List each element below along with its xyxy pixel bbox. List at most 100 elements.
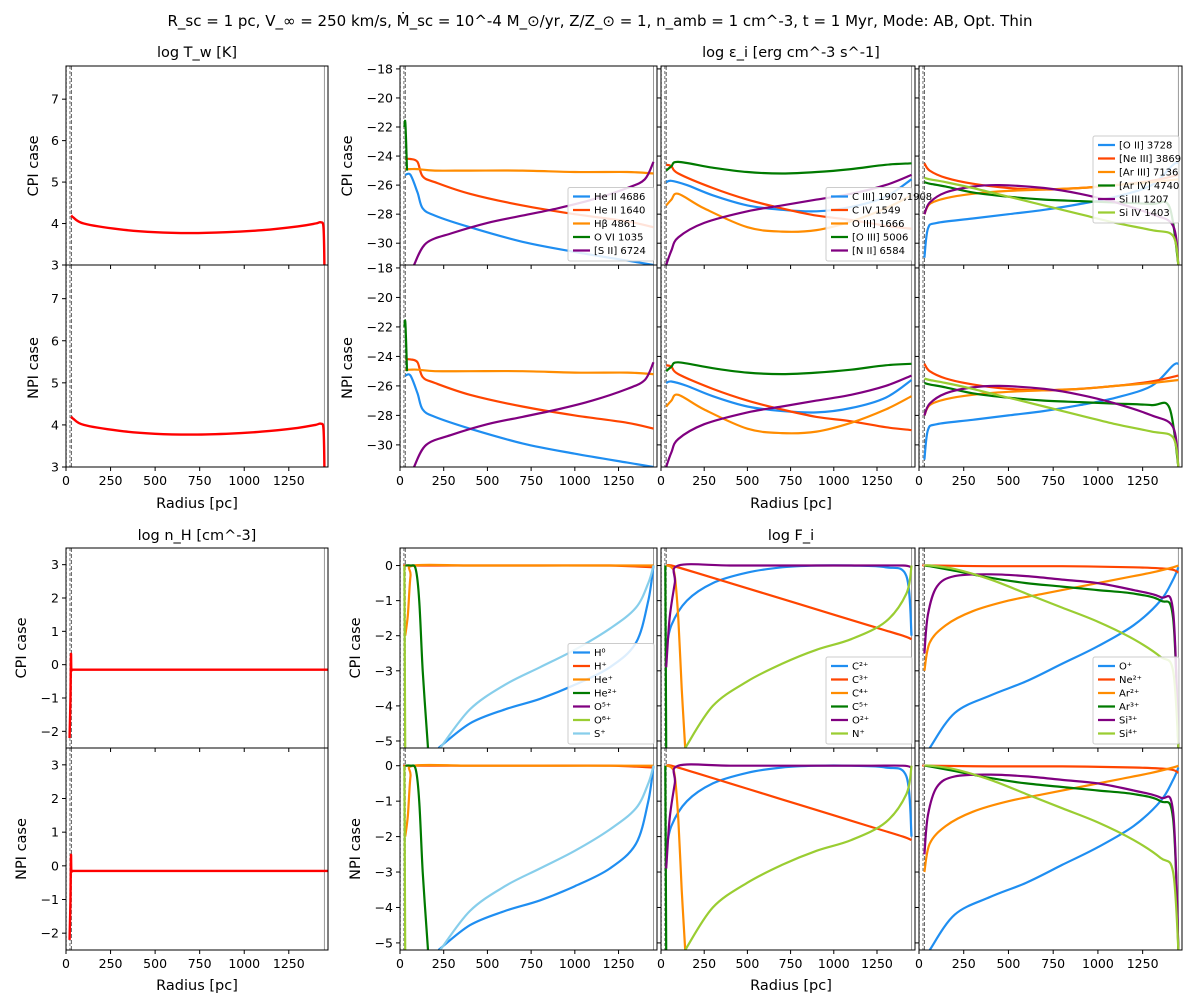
x-tick-label: 750 [188, 956, 212, 971]
y-tick-label: −20 [367, 290, 393, 305]
x-tick-label: 0 [915, 473, 923, 488]
y-tick-label: 4 [51, 216, 59, 231]
axes-frame [918, 747, 1183, 951]
title-temperature: log T_w [K] [157, 45, 237, 61]
series-line-3 [403, 119, 409, 171]
panel-frac-3-cpi: O⁺ Ne²⁺ Ar²⁺ Ar³⁺ Si³⁺ Si⁴⁺ [915, 547, 1183, 752]
panel-frac-2-cpi: C²⁺ C³⁺ C⁴⁺ C⁵⁺ O²⁺ N⁺ [657, 547, 916, 752]
legend: O⁺ Ne²⁺ Ar²⁺ Ar³⁺ Si³⁺ Si⁴⁺ [1092, 656, 1180, 745]
series-line-2 [404, 563, 654, 636]
series-line-3 [924, 381, 1180, 467]
legend-label: [S II] 6724 [594, 246, 646, 257]
legend-label: C III] 1907,1908 [852, 192, 932, 203]
x-tick-label: 750 [1041, 473, 1065, 488]
series-group [665, 361, 913, 467]
y-tick-label: −5 [375, 733, 393, 748]
x-tick-label: 750 [188, 473, 212, 488]
legend-label: [Ar IV] 4740 [1119, 181, 1179, 192]
row-label-npi-fraction: NPI case [348, 818, 364, 880]
y-tick-label: −1 [41, 892, 59, 907]
xlabel-emissivity: Radius [pc] [750, 496, 832, 512]
y-tick-label: 2 [51, 591, 59, 606]
series-line-1 [665, 764, 912, 842]
series-line-5 [684, 565, 913, 748]
series-line-5 [924, 764, 1180, 950]
y-tick-label: −26 [367, 378, 393, 393]
legend-label: Hβ 4861 [594, 219, 637, 230]
series-line-5 [924, 176, 1180, 265]
x-tick-label: 0 [62, 473, 70, 488]
legend-label: Ar³⁺ [1119, 702, 1139, 713]
y-tick-label: 6 [51, 333, 59, 348]
panel-temperature-npi: 3 4 5 6 7 0 250 500 750 1000 1250 [51, 264, 329, 488]
x-tick-label: 750 [519, 473, 543, 488]
legend-label: H⁰ [594, 648, 606, 659]
series-line-5 [403, 565, 407, 748]
legend-label: C³⁺ [852, 675, 868, 686]
series-line-3 [924, 564, 1180, 748]
panel-temperature-cpi: 3 4 5 6 7 [51, 65, 329, 273]
series-line-2 [665, 393, 913, 435]
x-tick-label: 500 [475, 473, 499, 488]
series-group [923, 362, 1180, 467]
legend-label: Si IV 1403 [1119, 208, 1170, 219]
legend: C III] 1907,1908 C IV 1549 O III] 1666 [O I… [825, 187, 932, 262]
y-tick-label: 0 [51, 858, 59, 873]
y-tick-label: 3 [51, 557, 59, 572]
series-line-4 [923, 384, 1180, 467]
y-tick-label: −2 [375, 628, 393, 643]
series-line-0 [70, 415, 326, 467]
series-line-3 [665, 361, 912, 376]
series-line-0 [665, 564, 913, 651]
y-tick-label: 3 [51, 258, 59, 273]
x-tick-label: 1000 [1082, 956, 1114, 971]
series-group [70, 214, 326, 265]
legend-label: S⁺ [594, 729, 606, 740]
x-tick-label: 250 [952, 473, 976, 488]
series-line-3 [924, 764, 1180, 950]
series-line-3 [403, 319, 409, 372]
series-line-5 [684, 765, 913, 950]
axes-frame [660, 747, 916, 951]
legend-label: O VI 1035 [594, 233, 643, 244]
x-tick-label: 500 [997, 956, 1021, 971]
panel-emis-3-cpi: [O II] 3728 [Ne III] 3869 [Ar III] 7136 [Ar… [915, 65, 1183, 269]
panel-frac-2-npi: 0 250 500 750 1000 1250 [657, 747, 916, 971]
xlabel-density: Radius [pc] [156, 978, 238, 994]
y-tick-label: 0 [385, 558, 393, 573]
x-tick-label: 1000 [228, 473, 260, 488]
y-tick-label: 7 [51, 291, 59, 306]
legend-label: C²⁺ [852, 662, 868, 673]
x-tick-label: 1250 [1127, 956, 1159, 971]
panel-emis-2-cpi: C III] 1907,1908 C IV 1549 O III] 1666 [O I… [657, 65, 932, 269]
x-tick-label: 500 [997, 473, 1021, 488]
y-tick-label: −18 [367, 260, 393, 275]
series-line-0 [404, 373, 654, 467]
x-tick-label: 250 [432, 956, 456, 971]
x-tick-label: 1250 [603, 956, 635, 971]
legend-label: [N II] 6584 [852, 246, 905, 257]
series-line-3 [664, 765, 668, 950]
series-line-0 [928, 767, 1180, 950]
legend: C²⁺ C³⁺ C⁴⁺ C⁵⁺ O²⁺ N⁺ [825, 656, 913, 745]
x-tick-label: 500 [143, 473, 167, 488]
series-line-2 [665, 564, 687, 748]
row-label-npi-emissivity: NPI case [340, 337, 356, 399]
panel-emis-2-npi: 0 250 500 750 1000 1250 [657, 264, 916, 488]
legend-label: He²⁺ [594, 689, 617, 700]
series-group [403, 319, 655, 467]
panel-frac-3-npi: 0 250 500 750 1000 1250 [915, 747, 1183, 971]
x-tick-label: 1000 [559, 956, 591, 971]
title-density: log n_H [cm^-3] [138, 528, 257, 544]
x-tick-label: 500 [735, 473, 759, 488]
row-label-cpi-density: CPI case [14, 617, 30, 678]
series-line-3 [405, 564, 430, 748]
series-line-1 [665, 364, 912, 432]
legend-label: Ar²⁺ [1119, 689, 1139, 700]
y-tick-label: 4 [51, 417, 59, 432]
y-tick-label: 5 [51, 175, 59, 190]
y-tick-label: −5 [375, 935, 393, 950]
x-tick-label: 0 [915, 956, 923, 971]
legend-label: He II 4686 [594, 192, 645, 203]
